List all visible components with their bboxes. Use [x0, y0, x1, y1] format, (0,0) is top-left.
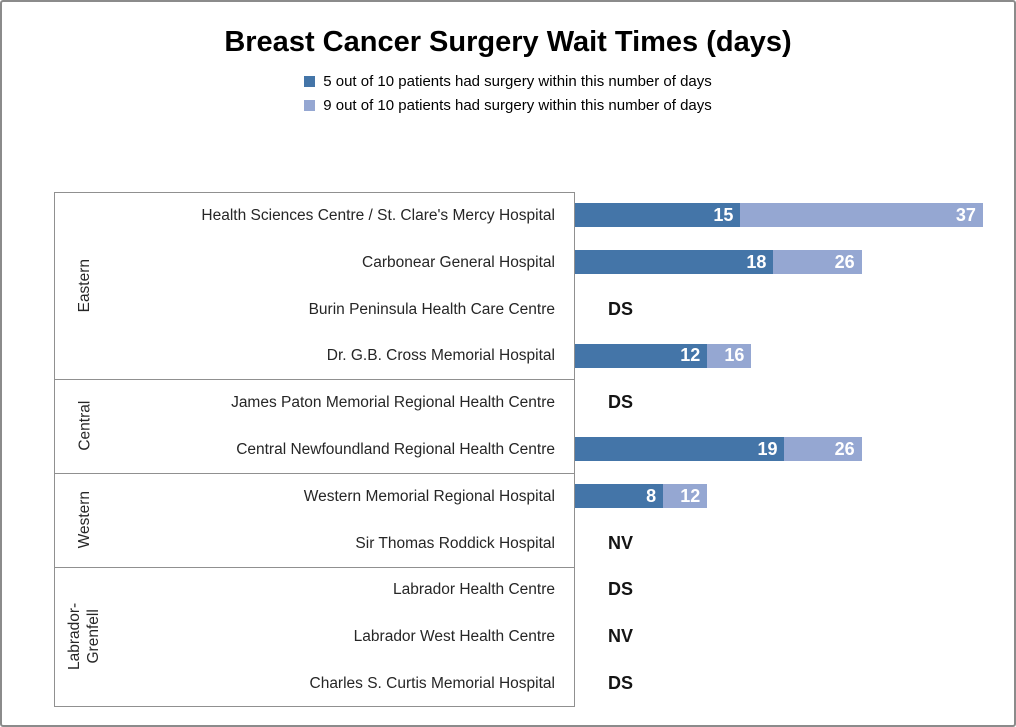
plot-cell: 18 26 [575, 239, 1014, 286]
chart-row: Health Sciences Centre / St. Clare's Mer… [54, 192, 1014, 239]
hospital-label: Charles S. Curtis Memorial Hospital [309, 675, 556, 692]
data-availability-code: DS [608, 392, 634, 413]
legend-item: 5 out of 10 patients had surgery within … [304, 73, 712, 90]
hospital-label: Carbonear General Hospital [362, 253, 555, 271]
data-availability-code: NV [608, 532, 634, 553]
plot-cell: 8 12 [575, 473, 1014, 520]
legend-swatch-icon [304, 76, 316, 87]
hospital-label: Sir Thomas Roddick Hospital [355, 534, 555, 552]
bar-p90-value: 26 [834, 438, 855, 459]
bar-p90-value: 26 [834, 251, 855, 272]
chart-row: Sir Thomas Roddick Hospital NV [54, 520, 1014, 567]
data-availability-code: NV [608, 626, 634, 647]
hospital-label: Labrador Health Centre [393, 581, 555, 599]
bar-p90-value: 12 [680, 485, 701, 506]
data-availability-code: DS [608, 673, 634, 694]
bar-p50-value: 18 [746, 251, 767, 272]
hospital-label: Dr. G.B. Cross Memorial Hospital [326, 347, 555, 365]
bar-p50-value: 8 [646, 485, 657, 506]
chart-rows: Health Sciences Centre / St. Clare's Mer… [54, 192, 1014, 707]
bar-p50-value: 12 [680, 345, 701, 366]
chart-row: Charles S. Curtis Memorial Hospital DS [54, 660, 1014, 707]
legend: 5 out of 10 patients had surgery within … [2, 73, 1014, 114]
plot-cell: DS [575, 379, 1014, 426]
legend-label: 9 out of 10 patients had surgery within … [323, 97, 712, 114]
hospital-label: Western Memorial Regional Hospital [303, 487, 555, 505]
bar-p90: 37 [740, 203, 983, 228]
bar-p50: 15 [575, 203, 741, 228]
chart-area: Health Sciences Centre / St. Clare's Mer… [54, 192, 1014, 707]
bar-p50: 18 [575, 250, 774, 275]
bar-p90: 12 [663, 484, 708, 509]
chart-row: Labrador West Health Centre NV [54, 613, 1014, 660]
chart-row: Central Newfoundland Regional Health Cen… [54, 426, 1014, 473]
chart-row: Labrador Health Centre DS [54, 567, 1014, 614]
hospital-label: Central Newfoundland Regional Health Cen… [236, 440, 555, 458]
bar-p50: 8 [575, 484, 664, 509]
plot-cell: NV [575, 613, 1014, 660]
hospital-label: Health Sciences Centre / St. Clare's Mer… [201, 206, 555, 224]
bar-p50-value: 15 [713, 204, 734, 225]
hospital-label: Labrador West Health Centre [353, 628, 555, 646]
plot-cell: DS [575, 567, 1014, 614]
chart-row: James Paton Memorial Regional Health Cen… [54, 379, 1014, 426]
bar-p90: 16 [707, 343, 752, 368]
bar-p90-value: 37 [955, 204, 976, 225]
plot-cell: 15 37 [575, 192, 1014, 239]
plot-cell: DS [575, 286, 1014, 333]
plot-cell: 19 26 [575, 426, 1014, 473]
bar-p50: 12 [575, 343, 708, 368]
chart-row: Carbonear General Hospital 18 26 [54, 239, 1014, 286]
bar-p90-value: 16 [724, 345, 745, 366]
data-availability-code: DS [608, 298, 634, 319]
chart-row: Dr. G.B. Cross Memorial Hospital 12 16 [54, 332, 1014, 379]
bar-p50-value: 19 [757, 438, 778, 459]
bar-p50: 19 [575, 437, 785, 462]
plot-cell: 12 16 [575, 332, 1014, 379]
legend-label: 5 out of 10 patients had surgery within … [323, 73, 712, 90]
chart-row: Burin Peninsula Health Care Centre DS [54, 286, 1014, 333]
hospital-label: James Paton Memorial Regional Health Cen… [231, 394, 555, 412]
data-availability-code: DS [608, 579, 634, 600]
chart-row: Western Memorial Regional Hospital 8 12 [54, 473, 1014, 520]
plot-cell: DS [575, 660, 1014, 707]
bar-p90: 26 [773, 250, 862, 275]
legend-item: 9 out of 10 patients had surgery within … [304, 97, 712, 114]
chart-title: Breast Cancer Surgery Wait Times (days) [224, 26, 792, 58]
plot-cell: NV [575, 520, 1014, 567]
legend-swatch-icon [304, 100, 316, 111]
hospital-label: Burin Peninsula Health Care Centre [308, 300, 555, 318]
bar-p90: 26 [784, 437, 862, 462]
